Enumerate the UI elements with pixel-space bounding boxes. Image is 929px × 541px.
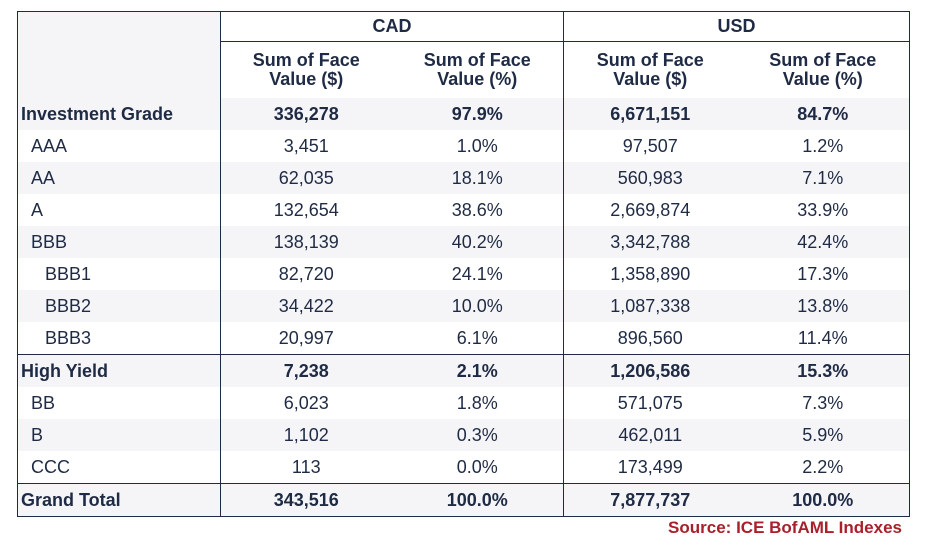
row-label: B bbox=[17, 419, 221, 451]
table-row: B 1,102 0.3% 462,011 5.9% bbox=[17, 419, 911, 451]
usd-pct-cell: 5.9% bbox=[736, 419, 911, 451]
column-header-line: Value ($) bbox=[613, 69, 688, 89]
cad-value-cell: 82,720 bbox=[220, 258, 392, 290]
cad-pct-cell: 1.8% bbox=[391, 387, 564, 419]
usd-value-cell: 1,087,338 bbox=[563, 290, 737, 322]
row-label: BBB2 bbox=[17, 290, 221, 322]
cad-pct-cell: 6.1% bbox=[391, 322, 564, 355]
row-label: CCC bbox=[17, 451, 221, 484]
cad-value-cell: 343,516 bbox=[220, 483, 392, 517]
column-group-cad: CAD bbox=[220, 11, 564, 42]
cad-value-cell: 1,102 bbox=[220, 419, 392, 451]
column-header-usd-pct: Sum of Face Value (%) bbox=[736, 41, 911, 98]
row-label: BBB1 bbox=[17, 258, 221, 290]
cad-value-cell: 20,997 bbox=[220, 322, 392, 355]
column-group-usd: USD bbox=[562, 11, 911, 42]
usd-value-cell: 560,983 bbox=[563, 162, 737, 194]
table-row: CCC 113 0.0% 173,499 2.2% bbox=[17, 451, 911, 484]
usd-pct-cell: 2.2% bbox=[736, 451, 911, 484]
cad-value-cell: 62,035 bbox=[220, 162, 392, 194]
cad-pct-cell: 97.9% bbox=[391, 98, 564, 130]
row-label: AA bbox=[17, 162, 221, 194]
cad-value-cell: 132,654 bbox=[220, 194, 392, 226]
usd-pct-cell: 11.4% bbox=[736, 322, 911, 355]
table-row: AA 62,035 18.1% 560,983 7.1% bbox=[17, 162, 911, 194]
column-header-line: Value (%) bbox=[437, 69, 518, 89]
column-header-line: Sum of Face bbox=[769, 50, 877, 70]
usd-pct-cell: 13.8% bbox=[736, 290, 911, 322]
usd-value-cell: 3,342,788 bbox=[563, 226, 737, 258]
usd-pct-cell: 15.3% bbox=[736, 354, 911, 387]
usd-pct-cell: 33.9% bbox=[736, 194, 911, 226]
column-header-line: Value (%) bbox=[782, 69, 863, 89]
column-header-cad-pct: Sum of Face Value (%) bbox=[391, 41, 564, 98]
usd-pct-cell: 84.7% bbox=[736, 98, 911, 130]
column-header-line: Value ($) bbox=[269, 69, 344, 89]
table-row: A 132,654 38.6% 2,669,874 33.9% bbox=[17, 194, 911, 226]
usd-value-cell: 97,507 bbox=[563, 130, 737, 162]
cad-pct-cell: 40.2% bbox=[391, 226, 564, 258]
cad-value-cell: 336,278 bbox=[220, 98, 392, 130]
cad-value-cell: 7,238 bbox=[220, 354, 392, 387]
source-note: Source: ICE BofAML Indexes bbox=[668, 518, 902, 537]
table-row: BB 6,023 1.8% 571,075 7.3% bbox=[17, 387, 911, 419]
usd-value-cell: 6,671,151 bbox=[563, 98, 737, 130]
cad-value-cell: 6,023 bbox=[220, 387, 392, 419]
cad-value-cell: 113 bbox=[220, 451, 392, 484]
usd-pct-cell: 100.0% bbox=[736, 483, 911, 517]
usd-pct-cell: 7.1% bbox=[736, 162, 911, 194]
table-row: Investment Grade 336,278 97.9% 6,671,151 84.… bbox=[17, 98, 911, 130]
table-row: Grand Total 343,516 100.0% 7,877,737 100.0% bbox=[17, 483, 911, 517]
table-row: BBB3 20,997 6.1% 896,560 11.4% bbox=[17, 322, 911, 355]
usd-value-cell: 896,560 bbox=[563, 322, 737, 355]
row-label: Grand Total bbox=[17, 483, 221, 517]
face-value-table-container: CAD USD Sum of Face Value ($) Sum of Fac… bbox=[17, 11, 911, 517]
usd-value-cell: 2,669,874 bbox=[563, 194, 737, 226]
row-label: BBB3 bbox=[17, 322, 221, 355]
usd-pct-cell: 42.4% bbox=[736, 226, 911, 258]
usd-value-cell: 1,206,586 bbox=[563, 354, 737, 387]
cad-pct-cell: 2.1% bbox=[391, 354, 564, 387]
cad-pct-cell: 24.1% bbox=[391, 258, 564, 290]
table-row: BBB2 34,422 10.0% 1,087,338 13.8% bbox=[17, 290, 911, 322]
column-header-line: Sum of Face bbox=[252, 50, 360, 70]
usd-value-cell: 7,877,737 bbox=[563, 483, 737, 517]
cad-pct-cell: 1.0% bbox=[391, 130, 564, 162]
table-row: BBB1 82,720 24.1% 1,358,890 17.3% bbox=[17, 258, 911, 290]
cad-value-cell: 34,422 bbox=[220, 290, 392, 322]
column-header-line: Sum of Face bbox=[423, 50, 531, 70]
cad-pct-cell: 10.0% bbox=[391, 290, 564, 322]
cad-pct-cell: 38.6% bbox=[391, 194, 564, 226]
row-label: High Yield bbox=[17, 354, 221, 387]
column-header-usd-value: Sum of Face Value ($) bbox=[563, 41, 737, 98]
usd-pct-cell: 7.3% bbox=[736, 387, 911, 419]
cad-value-cell: 138,139 bbox=[220, 226, 392, 258]
usd-pct-cell: 1.2% bbox=[736, 130, 911, 162]
cad-value-cell: 3,451 bbox=[220, 130, 392, 162]
usd-value-cell: 571,075 bbox=[563, 387, 737, 419]
row-label: A bbox=[17, 194, 221, 226]
corner-cell bbox=[17, 11, 221, 98]
cad-pct-cell: 100.0% bbox=[391, 483, 564, 517]
cad-pct-cell: 0.3% bbox=[391, 419, 564, 451]
cad-pct-cell: 18.1% bbox=[391, 162, 564, 194]
table-row: High Yield 7,238 2.1% 1,206,586 15.3% bbox=[17, 354, 911, 387]
table-row: BBB 138,139 40.2% 3,342,788 42.4% bbox=[17, 226, 911, 258]
row-label: Investment Grade bbox=[17, 98, 221, 130]
face-value-table: CAD USD Sum of Face Value ($) Sum of Fac… bbox=[17, 11, 911, 517]
column-header-cad-value: Sum of Face Value ($) bbox=[220, 41, 392, 98]
usd-value-cell: 173,499 bbox=[563, 451, 737, 484]
row-label: BBB bbox=[17, 226, 221, 258]
usd-value-cell: 462,011 bbox=[563, 419, 737, 451]
usd-value-cell: 1,358,890 bbox=[563, 258, 737, 290]
table-body: Investment Grade 336,278 97.9% 6,671,151 84.… bbox=[17, 98, 911, 517]
table-row: AAA 3,451 1.0% 97,507 1.2% bbox=[17, 130, 911, 162]
usd-pct-cell: 17.3% bbox=[736, 258, 911, 290]
row-label: BB bbox=[17, 387, 221, 419]
cad-pct-cell: 0.0% bbox=[391, 451, 564, 484]
row-label: AAA bbox=[17, 130, 221, 162]
column-header-line: Sum of Face bbox=[596, 50, 704, 70]
